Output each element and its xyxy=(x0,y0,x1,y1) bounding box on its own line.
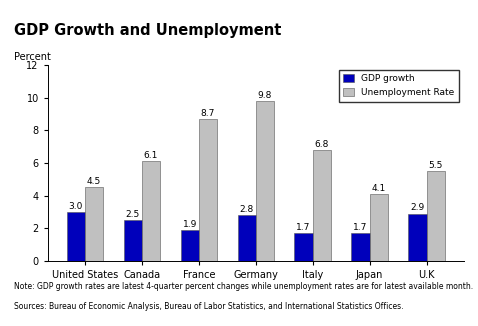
Text: Note: GDP growth rates are latest 4-quarter percent changes while unemployment r: Note: GDP growth rates are latest 4-quar… xyxy=(14,282,474,291)
Bar xyxy=(256,101,274,261)
Text: 9.8: 9.8 xyxy=(258,91,272,100)
Bar xyxy=(369,194,388,261)
Text: Sources: Bureau of Economic Analysis, Bureau of Labor Statistics, and Internatio: Sources: Bureau of Economic Analysis, Bu… xyxy=(14,302,404,311)
Bar xyxy=(426,171,445,261)
Text: 4.5: 4.5 xyxy=(87,177,101,186)
Text: 6.8: 6.8 xyxy=(315,140,329,149)
Bar xyxy=(313,150,331,261)
Bar xyxy=(85,187,103,261)
Text: 5.5: 5.5 xyxy=(428,161,443,170)
Bar xyxy=(67,212,85,261)
Text: 4.1: 4.1 xyxy=(371,184,386,193)
Bar xyxy=(238,215,256,261)
Text: 2.9: 2.9 xyxy=(410,203,424,212)
Bar xyxy=(181,230,199,261)
Text: 1.7: 1.7 xyxy=(353,223,368,232)
Bar xyxy=(199,119,217,261)
Legend: GDP growth, Unemployment Rate: GDP growth, Unemployment Rate xyxy=(339,70,459,101)
Text: GDP Growth and Unemployment: GDP Growth and Unemployment xyxy=(14,23,282,38)
Text: 3.0: 3.0 xyxy=(69,201,83,211)
Text: Percent: Percent xyxy=(14,52,51,62)
Text: 1.7: 1.7 xyxy=(296,223,311,232)
Text: 6.1: 6.1 xyxy=(144,151,158,160)
Text: 2.8: 2.8 xyxy=(239,205,254,214)
Bar xyxy=(351,233,369,261)
Bar xyxy=(408,214,426,261)
Text: 1.9: 1.9 xyxy=(183,219,197,229)
Bar xyxy=(124,220,142,261)
Text: 8.7: 8.7 xyxy=(201,109,215,118)
Text: 2.5: 2.5 xyxy=(126,210,140,219)
Bar xyxy=(142,161,160,261)
Bar xyxy=(294,233,313,261)
